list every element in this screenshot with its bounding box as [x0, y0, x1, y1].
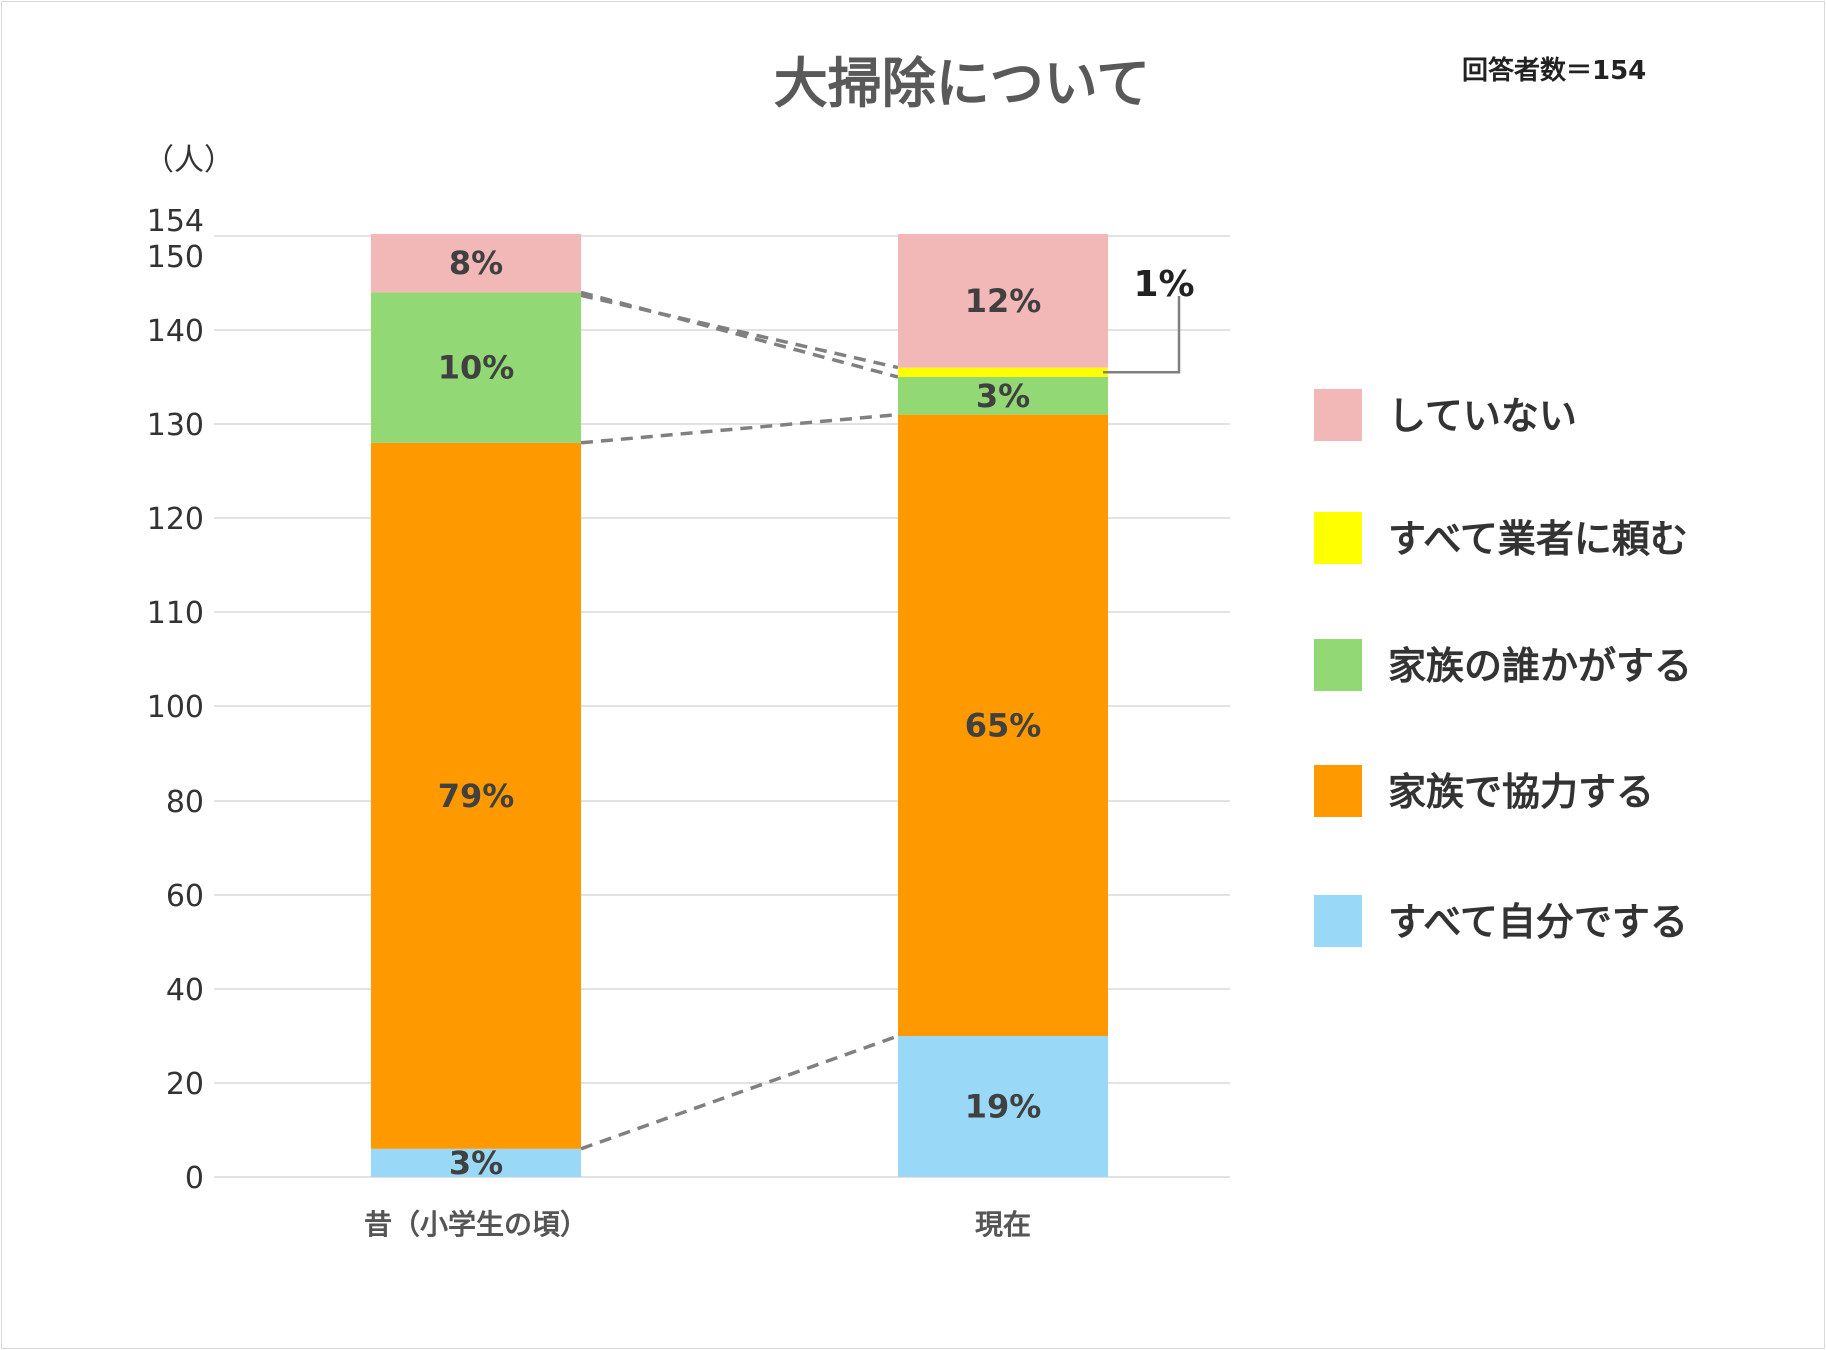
- bar-series-2-0: [371, 292, 581, 443]
- connector-lines: [580, 290, 899, 1151]
- data-label: 8%: [449, 244, 503, 282]
- bar-series-2-1: [898, 377, 1108, 415]
- y-tick-label: 130: [147, 408, 204, 443]
- y-tick-label: 80: [166, 785, 204, 820]
- bar-series-4-0: [371, 234, 581, 293]
- legend-label: していない: [1388, 394, 1577, 438]
- legend-label: すべて自分でする: [1388, 900, 1688, 944]
- bar-series-0-1: [898, 1036, 1108, 1177]
- callout-leader: [1103, 296, 1181, 374]
- connector-line: [580, 290, 899, 379]
- bar-series-4-1: [898, 234, 1108, 368]
- y-tick-label: 154: [147, 204, 204, 239]
- legend-label: 家族で協力する: [1388, 770, 1654, 814]
- y-tick-label: 60: [166, 879, 204, 914]
- respondents-note: 回答者数＝154: [1462, 55, 1646, 86]
- y-tick-label: 100: [147, 690, 204, 725]
- chart-title: 大掃除について: [774, 52, 1150, 115]
- bars: [371, 234, 1108, 1177]
- bar-series-0-0: [371, 1148, 581, 1177]
- legend-label: すべて業者に頼む: [1388, 517, 1688, 561]
- y-tick-label: 120: [147, 502, 204, 537]
- connector-line: [580, 412, 899, 445]
- y-tick-label: 0: [185, 1161, 204, 1196]
- data-labels: 3% 79% 10% 8% 19% 65% 3% 12%: [438, 244, 1042, 1182]
- connector-line: [580, 1034, 899, 1151]
- bar-series-1-0: [371, 442, 581, 1149]
- legend-label: 家族の誰かがする: [1388, 644, 1692, 688]
- callout: 1%: [1103, 264, 1195, 374]
- y-tick-label: 150: [147, 240, 204, 275]
- y-tick-label: 40: [166, 973, 204, 1008]
- data-label: 3%: [976, 377, 1030, 415]
- legend-swatch: [1314, 765, 1362, 817]
- legend-swatch: [1314, 639, 1362, 691]
- data-label: 12%: [965, 282, 1042, 320]
- x-tick-label: 昔（小学生の頃）: [364, 1208, 588, 1241]
- data-label: 19%: [965, 1088, 1042, 1126]
- y-axis-unit: （人）: [144, 143, 234, 178]
- legend-swatch: [1314, 895, 1362, 947]
- data-label: 3%: [449, 1144, 503, 1182]
- bar-series-3-1: [898, 367, 1108, 377]
- bar-series-1-1: [898, 414, 1108, 1037]
- connector-line: [580, 293, 899, 370]
- legend-swatch: [1314, 512, 1362, 564]
- data-label: 10%: [438, 349, 515, 387]
- callout-label: 1%: [1133, 264, 1194, 305]
- x-tick-label: 現在: [975, 1208, 1031, 1241]
- y-tick-label: 110: [147, 596, 204, 631]
- data-label: 79%: [438, 777, 515, 815]
- y-tick-label: 140: [147, 314, 204, 349]
- x-axis-ticks: 昔（小学生の頃） 現在: [364, 1208, 1031, 1241]
- legend-swatch: [1314, 389, 1362, 441]
- y-tick-label: 20: [166, 1067, 204, 1102]
- data-label: 65%: [965, 706, 1042, 744]
